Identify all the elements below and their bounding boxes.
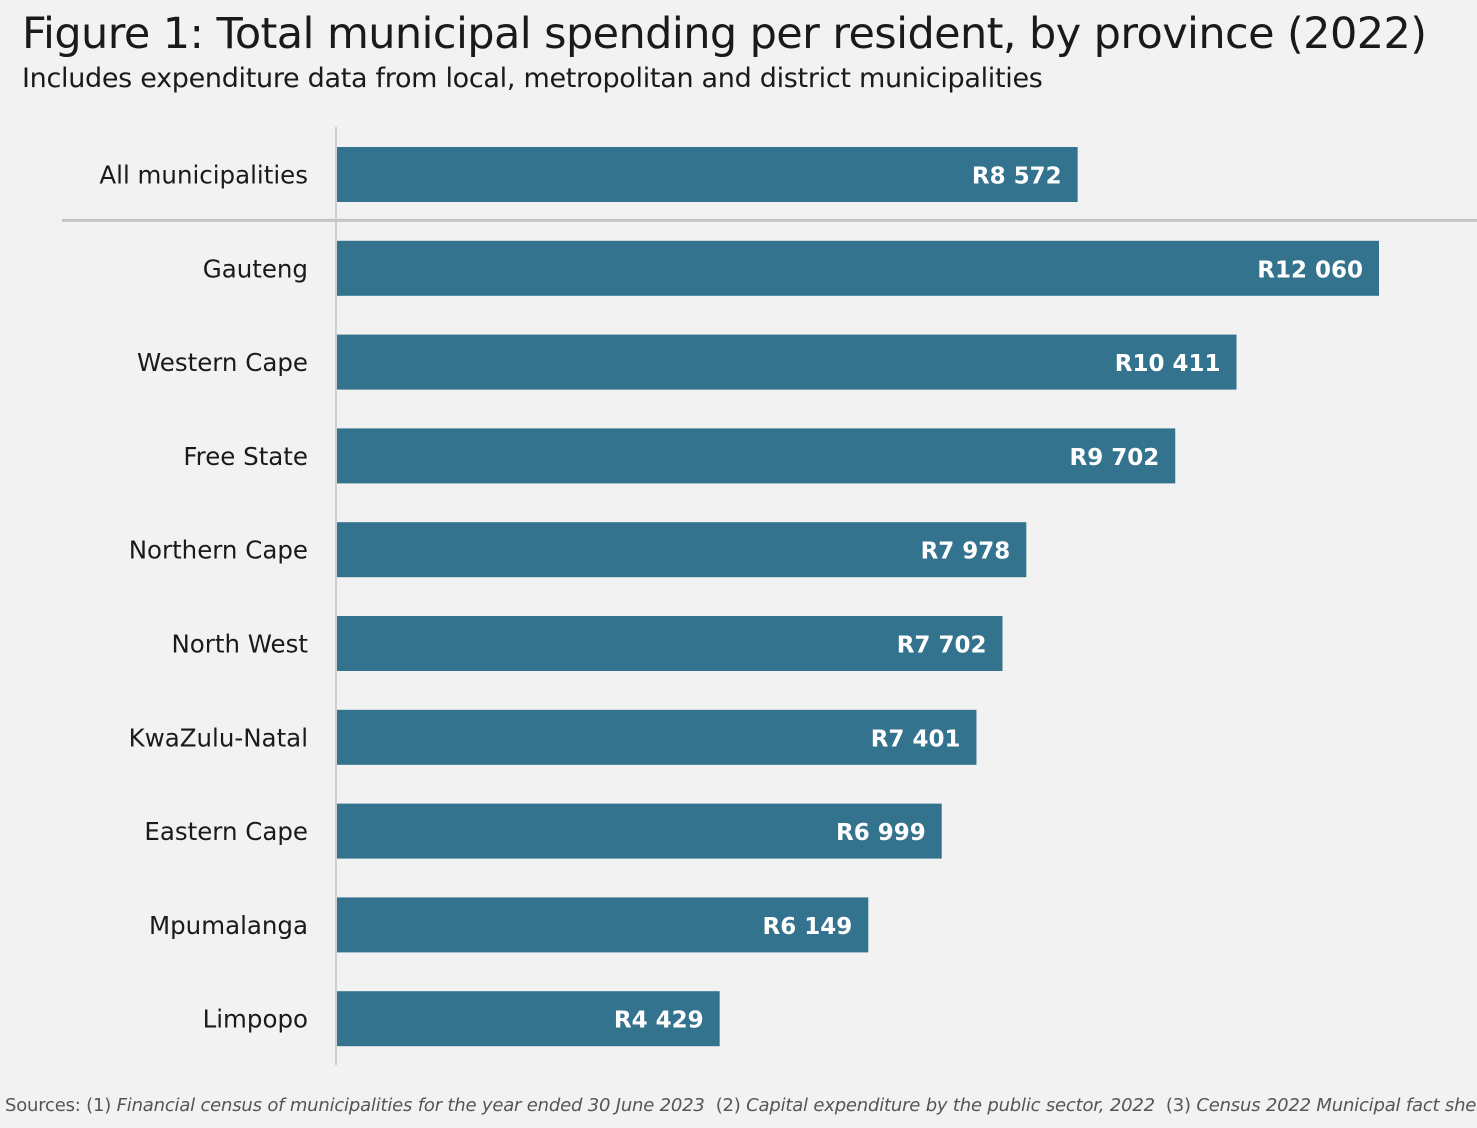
source-2-number: (2) — [715, 1095, 741, 1116]
category-label-3: Free State — [183, 442, 308, 471]
data-label-6: R7 401 — [871, 726, 961, 752]
bar-0 — [337, 147, 1078, 202]
bar-chart: All municipalities R8 572 Gauteng R12 060 We… — [62, 127, 1477, 1065]
data-label-1: R12 060 — [1257, 257, 1363, 283]
data-label-8: R6 149 — [763, 914, 853, 940]
category-label-5: North West — [171, 630, 308, 659]
data-label-4: R7 978 — [921, 539, 1011, 565]
bar-6 — [337, 709, 977, 765]
bar-1 — [337, 240, 1379, 296]
bar-8 — [337, 897, 869, 953]
sources-lead: Sources: (1) — [5, 1095, 112, 1116]
source-2: Capital expenditure by the public sector… — [746, 1095, 1155, 1116]
category-label-0: All municipalities — [99, 161, 308, 190]
bar-9 — [337, 991, 720, 1047]
data-label-7: R6 999 — [836, 820, 926, 846]
source-3: Census 2022 Municipal fact sheet — [1196, 1095, 1477, 1116]
category-label-2: Western Cape — [137, 348, 308, 377]
bar-2 — [337, 334, 1237, 390]
data-label-5: R7 702 — [897, 633, 987, 659]
category-label-8: Mpumalanga — [149, 911, 308, 940]
chart-subtitle: Includes expenditure data from local, me… — [22, 63, 1043, 94]
bar-4 — [337, 522, 1027, 578]
data-label-9: R4 429 — [614, 1008, 704, 1034]
bar-3 — [337, 428, 1176, 484]
data-label-0: R8 572 — [972, 164, 1062, 190]
bar-7 — [337, 803, 942, 859]
source-1: Financial census of municipalities for t… — [116, 1095, 705, 1116]
source-3-number: (3) — [1165, 1095, 1191, 1116]
sources-note: Sources: (1) Financial census of municip… — [5, 1094, 1477, 1118]
bar-5 — [337, 616, 1003, 671]
category-label-6: KwaZulu-Natal — [129, 723, 308, 752]
data-label-3: R9 702 — [1070, 445, 1160, 471]
category-label-4: Northern Cape — [129, 536, 308, 565]
chart-title: Figure 1: Total municipal spending per r… — [22, 9, 1427, 59]
category-label-9: Limpopo — [203, 1005, 308, 1034]
data-label-2: R10 411 — [1115, 351, 1221, 377]
category-label-7: Eastern Cape — [144, 817, 308, 846]
category-label-1: Gauteng — [203, 254, 308, 283]
